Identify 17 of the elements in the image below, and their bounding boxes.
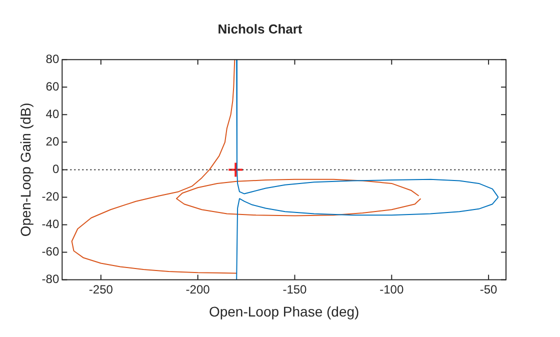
x-tick-label: -150: [282, 282, 308, 296]
y-tick-label: 0: [52, 162, 60, 176]
x-axis-title: Open-Loop Phase (deg): [208, 303, 360, 320]
y-tick-label: 40: [46, 106, 60, 121]
x-tick-label: -200: [186, 282, 210, 296]
y-axis-title: Open-Loop Gain (dB): [17, 102, 34, 237]
y-tick-label: -80: [42, 272, 60, 286]
chart-title: Nichols Chart: [218, 21, 303, 36]
x-tick-label: -100: [380, 282, 404, 296]
y-tick-label: -60: [42, 244, 60, 259]
x-tick-label: -50: [480, 282, 498, 296]
y-tick-label: 60: [46, 79, 60, 94]
x-tick-label: -250: [88, 282, 114, 296]
y-tick-label: -40: [42, 217, 60, 232]
y-tick-label: 80: [46, 52, 60, 66]
y-tick-label: -20: [42, 190, 60, 204]
y-tick-label: 20: [46, 134, 60, 148]
